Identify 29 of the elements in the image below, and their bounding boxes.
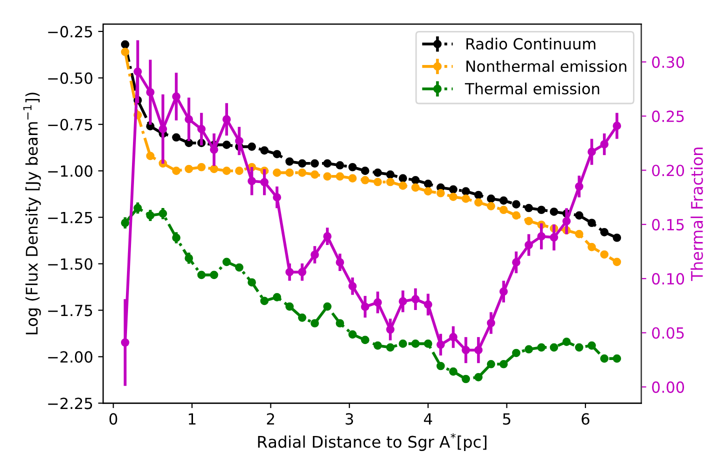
y-tick-label: −2.00 xyxy=(48,351,92,363)
y2-tick-label: 0.05 xyxy=(652,327,684,339)
y2-tick-label: 0.00 xyxy=(652,381,684,393)
x-tick-label: 1 xyxy=(188,413,196,424)
legend-label: Thermal emission xyxy=(464,82,600,94)
legend-label: Nonthermal emission xyxy=(466,60,626,72)
x-tick-label: 4 xyxy=(424,413,432,424)
x-tick-label: 3 xyxy=(346,413,354,425)
y2-tick-label: 0.30 xyxy=(652,56,684,68)
x-tick-label: 0 xyxy=(109,413,118,425)
y-tick-label: −1.25 xyxy=(48,212,92,224)
y-tick-label: −0.75 xyxy=(48,118,92,130)
y2-tick-label: 0.15 xyxy=(652,218,684,230)
y-tick-label: −0.25 xyxy=(48,26,92,38)
y2-axis-title: Thermal Fraction xyxy=(690,148,703,281)
x-axis-title: Radial Distance to Sgr A$^{*}$[pc] xyxy=(258,433,486,451)
legend-label: Radio Continuum xyxy=(466,38,596,50)
y2-tick-label: 0.25 xyxy=(652,110,684,122)
x-tick-label: 2 xyxy=(266,413,274,424)
y-tick-label: −1.75 xyxy=(48,304,92,316)
x-tick-label: 5 xyxy=(503,413,510,425)
x-tick-label: 6 xyxy=(582,413,590,425)
y-tick-label: −1.50 xyxy=(48,258,92,270)
y2-tick-label: 0.10 xyxy=(652,273,684,285)
y-tick-label: −2.25 xyxy=(48,398,92,410)
y2-tick-label: 0.20 xyxy=(652,164,684,176)
y-axis-title: Log (Flux Density [Jy beam$^{−1}$]) xyxy=(23,92,41,334)
y-tick-label: −0.50 xyxy=(48,72,92,84)
y-tick-label: −1.00 xyxy=(48,165,92,177)
